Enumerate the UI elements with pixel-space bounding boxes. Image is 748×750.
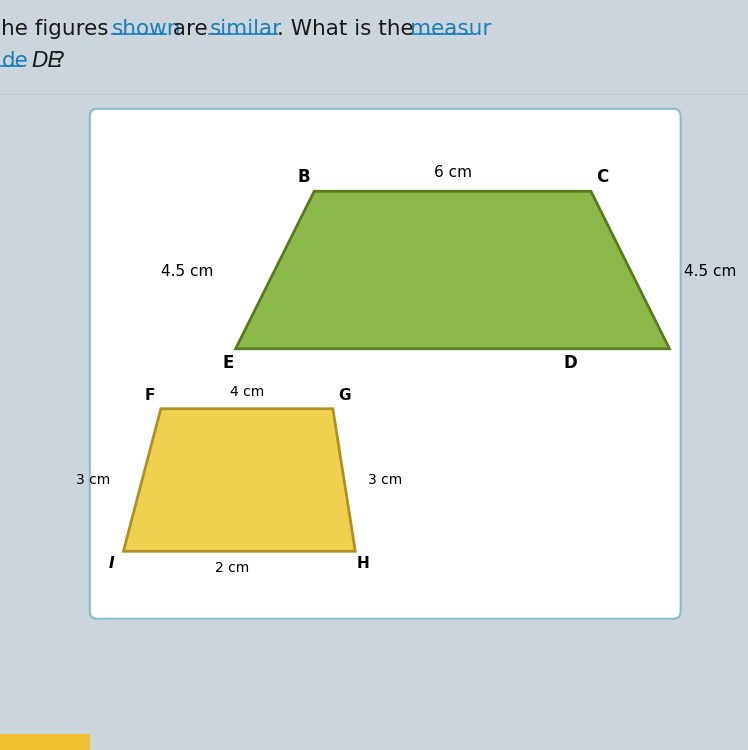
Text: ?: ? xyxy=(54,51,65,71)
Text: H: H xyxy=(357,556,370,572)
Text: 6 cm: 6 cm xyxy=(434,165,471,180)
Polygon shape xyxy=(236,191,669,349)
Text: 3 cm: 3 cm xyxy=(368,473,402,487)
Text: D: D xyxy=(563,354,577,372)
Text: 4.5 cm: 4.5 cm xyxy=(684,264,737,279)
Text: 4 cm: 4 cm xyxy=(230,385,264,399)
Text: he figures: he figures xyxy=(1,19,116,39)
Text: G: G xyxy=(338,388,351,404)
Text: B: B xyxy=(298,168,310,186)
Text: shown: shown xyxy=(112,19,182,39)
Text: DE: DE xyxy=(31,51,61,71)
Polygon shape xyxy=(123,409,355,551)
Text: I: I xyxy=(108,556,114,572)
Text: similar: similar xyxy=(209,19,281,39)
Text: E: E xyxy=(222,354,234,372)
Text: . What is the: . What is the xyxy=(277,19,420,39)
Text: F: F xyxy=(144,388,155,404)
Text: 4.5 cm: 4.5 cm xyxy=(161,264,213,279)
Text: 3 cm: 3 cm xyxy=(76,473,111,487)
Text: 2 cm: 2 cm xyxy=(215,561,249,575)
Text: measur: measur xyxy=(410,19,491,39)
Text: are: are xyxy=(166,19,215,39)
Text: THINK: THINK xyxy=(302,290,565,363)
Text: de: de xyxy=(1,51,28,71)
FancyBboxPatch shape xyxy=(90,109,681,619)
Text: C: C xyxy=(596,168,608,186)
Bar xyxy=(0,734,90,750)
